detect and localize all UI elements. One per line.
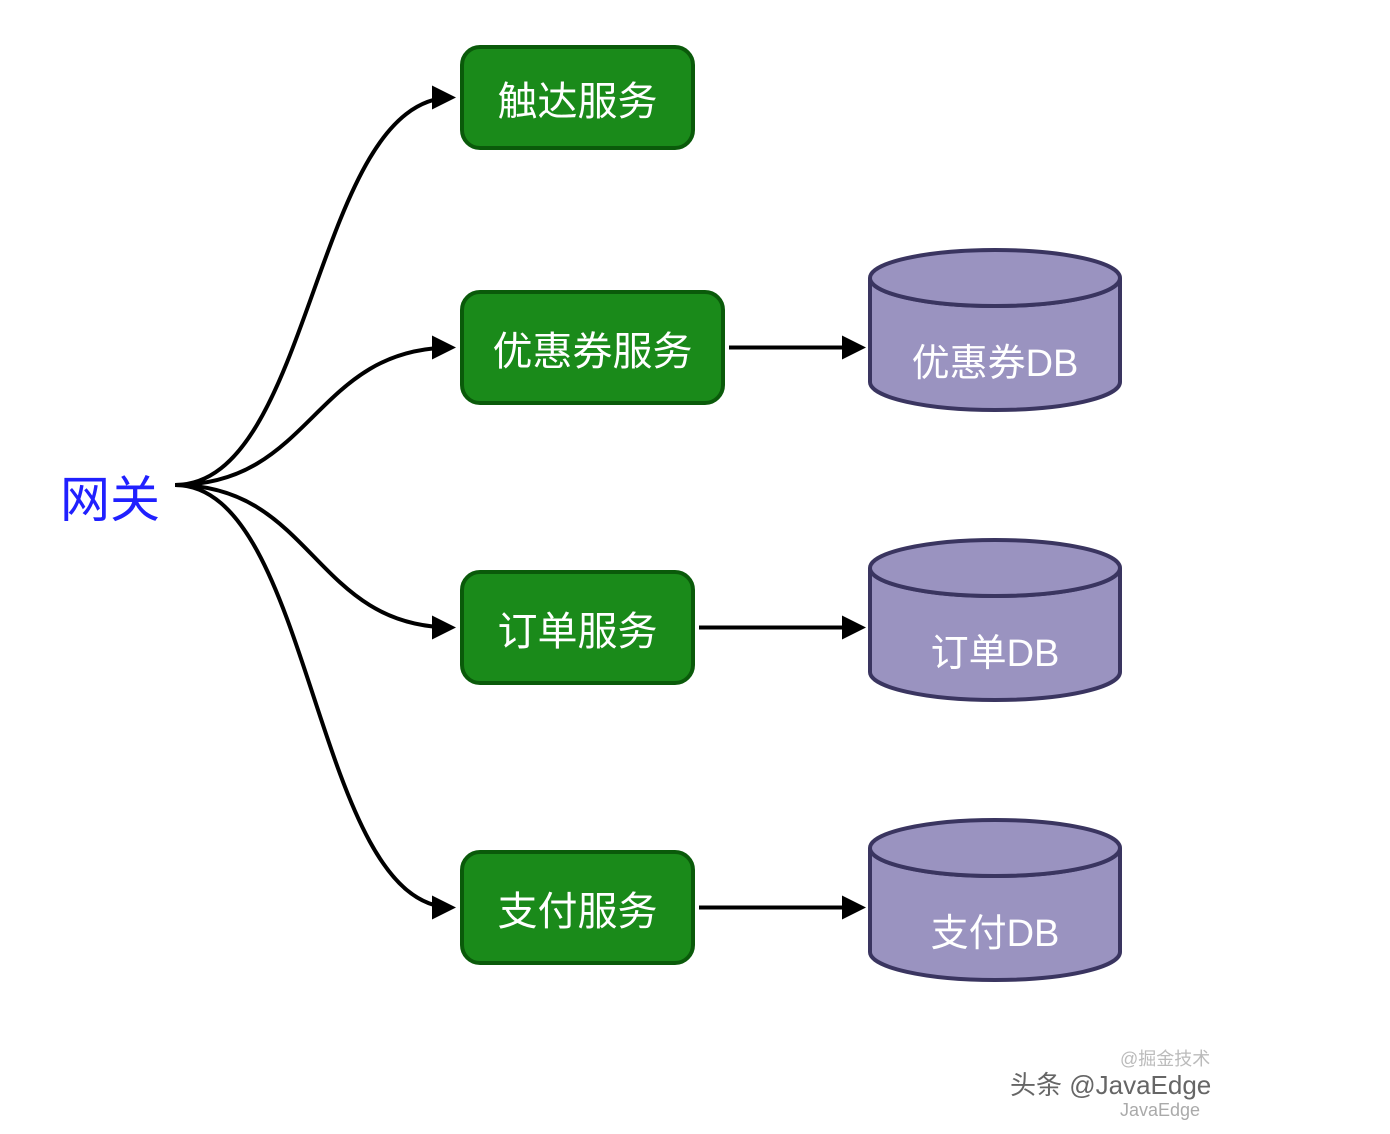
service-coupon: 优惠券服务 bbox=[460, 290, 725, 405]
db-payment: 支付DB bbox=[870, 820, 1120, 980]
watermark-2: JavaEdge bbox=[1120, 1100, 1200, 1121]
service-reach: 触达服务 bbox=[460, 45, 695, 150]
diagram-canvas: 优惠券DB订单DB支付DB网关触达服务优惠券服务订单服务支付服务@掘金技术头条 … bbox=[0, 0, 1390, 1134]
db-label-order: 订单DB bbox=[931, 633, 1060, 675]
db-order: 订单DB bbox=[870, 540, 1120, 700]
edge-gateway-payment bbox=[175, 485, 452, 908]
edge-gateway-reach bbox=[175, 98, 452, 486]
db-label-payment: 支付DB bbox=[931, 913, 1060, 955]
gateway-label: 网关 bbox=[60, 460, 160, 532]
service-payment: 支付服务 bbox=[460, 850, 695, 965]
db-label-coupon: 优惠券DB bbox=[912, 343, 1079, 385]
watermark-1: 头条 @JavaEdge bbox=[1010, 1065, 1211, 1102]
edge-gateway-order bbox=[175, 485, 452, 628]
service-order: 订单服务 bbox=[460, 570, 695, 685]
edge-gateway-coupon bbox=[175, 348, 452, 486]
db-coupon: 优惠券DB bbox=[870, 250, 1120, 410]
